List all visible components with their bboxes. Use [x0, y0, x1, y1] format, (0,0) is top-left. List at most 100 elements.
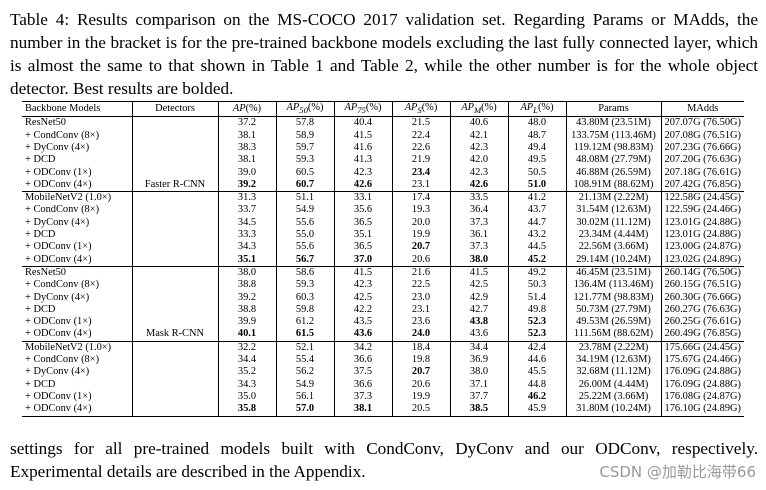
cell-aps: 20.7: [391, 366, 450, 379]
results-table-container: Backbone Models Detectors AP(%) AP50(%) …: [22, 100, 744, 417]
header-ap50: AP50(%): [275, 100, 334, 118]
cell-madds: 207.07G (76.50G): [660, 116, 744, 130]
cell-apl: 51.0: [507, 178, 566, 192]
cell-aps-value: 22.5: [411, 279, 431, 291]
cell-backbone-model: + DCD: [25, 303, 56, 315]
cell-ap75: 42.5: [333, 291, 392, 304]
cell-ap50-value: 61.2: [295, 316, 315, 328]
cell-ap75-value: 36.6: [353, 378, 373, 390]
cell-ap75-value: 37.5: [353, 366, 373, 378]
cell-apm-value: 42.0: [469, 154, 489, 166]
cell-ap: 38.0: [217, 265, 276, 280]
cell-madds: 123.02G (24.89G): [660, 253, 744, 267]
cell-apm-value: 37.3: [469, 216, 489, 228]
cell-params: 32.68M (11.12M): [565, 366, 661, 379]
cell-apm: 43.8: [449, 316, 508, 329]
cell-apl-value: 50.3: [527, 279, 547, 291]
cell-madds: 123.01G (24.88G): [660, 216, 744, 230]
cell-ap75: 41.6: [333, 141, 392, 155]
cell-madds: 176.10G (24.89G): [660, 403, 744, 417]
cell-madds: 207.08G (76.51G): [660, 129, 744, 142]
cell-aps-value: 18.4: [411, 341, 431, 353]
cell-ap: 35.8: [217, 403, 276, 417]
cell-ap50-value: 54.9: [295, 204, 315, 216]
cell-ap-value: 39.2: [237, 291, 257, 303]
cell-apm-value: 38.0: [469, 253, 489, 265]
cell-ap50-value: 55.0: [295, 229, 315, 241]
cell-ap50: 55.6: [275, 241, 334, 254]
cell-ap75: 36.6: [333, 378, 392, 391]
cell-detector: [131, 390, 218, 404]
cell-ap50: 55.6: [275, 216, 334, 230]
cell-apl: 48.0: [507, 116, 566, 130]
cell-ap75-value: 41.5: [353, 266, 373, 278]
cell-ap75: 37.3: [333, 390, 392, 404]
cell-aps-value: 19.3: [411, 204, 431, 216]
table-row: + DyConv (4×) 39.2 60.3 42.5 23.0 42.9 51.4 121…: [22, 291, 744, 304]
cell-backbone-model: + CondConv (8×): [25, 204, 100, 216]
cell-apm-value: 36.9: [469, 354, 489, 366]
cell-apm-value: 33.5: [469, 192, 489, 204]
cell-aps-value: 24.0: [411, 328, 431, 340]
cell-apm-value: 37.1: [469, 378, 489, 390]
cell-ap75-value: 43.5: [353, 316, 373, 328]
cell-ap75-value: 41.6: [353, 141, 373, 153]
table-row: MobileNetV2 (1.0×) 32.2 52.1 34.2 18.4 34.4 42…: [22, 340, 744, 355]
cell-ap: 33.7: [217, 204, 276, 217]
cell-backbone-model: + CondConv (8×): [25, 279, 100, 291]
cell-ap-value: 35.0: [237, 390, 257, 402]
cell-apm: 42.0: [449, 154, 508, 167]
cell-ap75-value: 42.3: [353, 279, 373, 291]
cell-params: 23.34M (4.44M): [565, 229, 661, 242]
cell-detector: [131, 403, 218, 417]
cell-apm-value: 42.5: [469, 279, 489, 291]
cell-ap75: 41.3: [333, 154, 392, 167]
cell-apm-value: 40.6: [469, 117, 489, 129]
cell-backbone-model: + DyConv (4×): [25, 366, 90, 378]
cell-aps-value: 20.7: [411, 366, 431, 378]
cell-ap: 35.1: [217, 253, 276, 267]
cell-apm-value: 38.0: [469, 366, 489, 378]
table-row: + CondConv (8×) 38.1 58.9 41.5 22.4 42.1 48.7 1…: [22, 129, 744, 142]
cell-params: 46.45M (23.51M): [565, 265, 661, 280]
cell-madds: 175.66G (24.45G): [660, 340, 744, 355]
cell-ap75: 43.6: [333, 328, 392, 342]
cell-ap-value: 37.2: [237, 117, 257, 129]
cell-ap: 33.3: [217, 229, 276, 242]
cell-apl: 45.9: [507, 403, 566, 417]
cell-madds: 260.15G (76.51G): [660, 279, 744, 292]
cell-apm: 38.0: [449, 366, 508, 379]
cell-ap75: 36.5: [333, 241, 392, 254]
table-row: + CondConv (8×) 33.7 54.9 35.6 19.3 36.4 43.7 3…: [22, 204, 744, 217]
cell-ap-value: 38.1: [237, 129, 257, 141]
cell-apm: 37.1: [449, 378, 508, 391]
cell-aps: 21.9: [391, 154, 450, 167]
header-params: Params: [565, 100, 661, 118]
cell-ap: 34.4: [217, 354, 276, 367]
cell-ap75-value: 42.2: [353, 303, 373, 315]
cell-madds: 123.01G (24.88G): [660, 229, 744, 242]
cell-detector: [131, 279, 218, 292]
cell-apl: 45.5: [507, 366, 566, 379]
cell-params: 133.75M (113.46M): [565, 129, 661, 142]
cell-apl: 44.6: [507, 354, 566, 367]
cell-apl-value: 45.2: [527, 253, 547, 265]
cell-detector: Faster R-CNN: [131, 178, 218, 192]
cell-ap50: 58.9: [275, 129, 334, 142]
cell-apl-value: 44.7: [527, 216, 547, 228]
cell-aps-value: 17.4: [411, 192, 431, 204]
cell-aps: 19.3: [391, 204, 450, 217]
cell-aps: 23.1: [391, 303, 450, 317]
cell-detector: [131, 316, 218, 329]
cell-apm-value: 38.5: [469, 403, 489, 415]
header-madds: MAdds: [660, 100, 744, 118]
cell-aps: 20.7: [391, 241, 450, 254]
cell-ap: 34.3: [217, 378, 276, 391]
cell-detector: [131, 191, 218, 205]
cell-ap-value: 38.3: [237, 141, 257, 153]
cell-params: 108.91M (88.62M): [565, 178, 661, 192]
cell-apl-value: 45.9: [527, 403, 547, 415]
cell-ap50: 57.0: [275, 403, 334, 417]
cell-apl-value: 49.2: [527, 266, 547, 278]
header-ap: AP(%): [217, 100, 276, 118]
